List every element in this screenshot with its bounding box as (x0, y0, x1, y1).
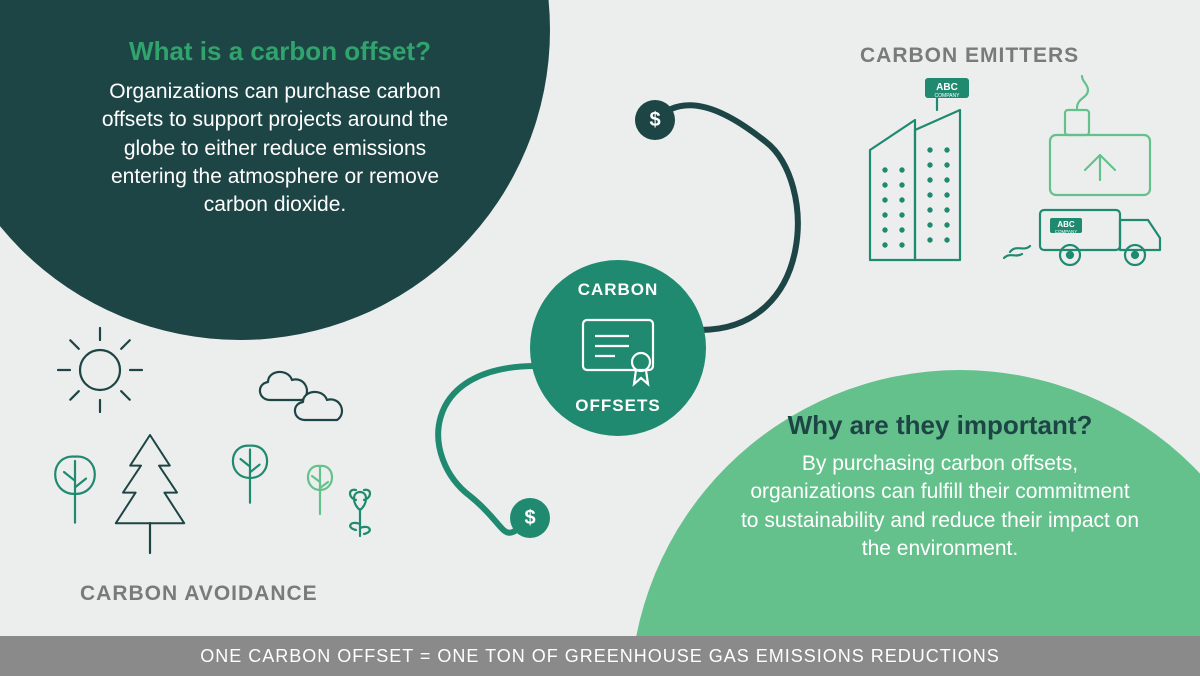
infographic-stage: $ $ CARBON OFFSETS What is a carbon offse… (0, 0, 1200, 676)
truck-icon (1004, 210, 1160, 265)
truck-sign-line1: ABC (1057, 220, 1075, 229)
svg-text:$: $ (524, 507, 535, 529)
tree-small-icon (308, 466, 332, 514)
footer-text: ONE CARBON OFFSET = ONE TON OF GREENHOUS… (200, 646, 1000, 667)
footer-bar: ONE CARBON OFFSET = ONE TON OF GREENHOUS… (0, 636, 1200, 676)
carbon-emitters-label: CARBON EMITTERS (860, 44, 1079, 68)
bottom-right-body: By purchasing carbon offsets, organizati… (740, 450, 1140, 563)
emitters-icon-group: ABC COMPANY ABC COMPANY (830, 70, 1190, 290)
sun-icon (58, 328, 142, 412)
carbon-avoidance-label: CARBON AVOIDANCE (80, 582, 318, 606)
flower-icon (350, 490, 370, 536)
tree-round-icon (233, 446, 267, 503)
avoidance-icon-group (20, 320, 440, 580)
svg-text:$: $ (649, 109, 660, 131)
factory-icon (1050, 76, 1150, 195)
clouds-icon (260, 372, 342, 420)
top-left-title: What is a carbon offset? (120, 36, 440, 67)
center-label-bottom: OFFSETS (530, 396, 706, 416)
building-icon (870, 78, 969, 260)
tree-round-icon (55, 457, 95, 523)
center-label-top: CARBON (530, 280, 706, 300)
building-sign-line2: COMPANY (935, 93, 961, 99)
building-sign-line1: ABC (936, 82, 958, 93)
tree-pine-icon (116, 435, 184, 553)
top-left-body: Organizations can purchase carbon offset… (90, 78, 460, 220)
certificate-icon (581, 318, 655, 390)
bottom-right-title: Why are they important? (750, 410, 1130, 441)
truck-sign-line2: COMPANY (1055, 229, 1077, 234)
center-circle: CARBON OFFSETS (530, 260, 706, 436)
